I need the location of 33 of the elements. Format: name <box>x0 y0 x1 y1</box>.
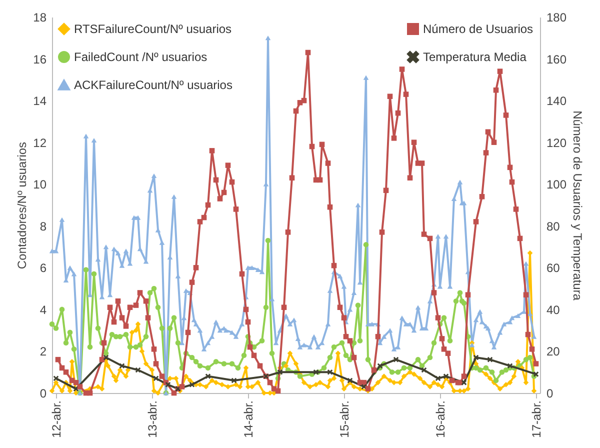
y-tick-label: 14 <box>33 94 47 108</box>
y-tick-label: 2 <box>40 344 47 359</box>
y2-tick-label: 100 <box>546 178 567 192</box>
x-tick-label: 14-abr. <box>242 400 256 438</box>
y2-tick-label: 160 <box>546 52 567 66</box>
y2-tick-label: 60 <box>546 261 560 276</box>
y2-axis-title: Número de Usuarios y Temperatura <box>570 110 585 301</box>
y-tick-label: 0 <box>40 386 47 400</box>
y2-tick-label: 80 <box>546 219 560 234</box>
y-tick-label: 4 <box>40 302 47 317</box>
y-axis-title: Contadores/Nº usuarios <box>15 142 30 270</box>
y2-tick-label: 120 <box>546 136 567 150</box>
x-tick-label: 12-abr. <box>50 400 64 438</box>
legend-label: Número de Usuarios <box>423 22 534 36</box>
x-tick-label: 16-abr. <box>434 400 448 438</box>
x-tick-label: 15-abr. <box>338 400 352 438</box>
x-tick-label: 17-abr. <box>530 400 544 438</box>
y-tick-label: 18 <box>33 10 47 24</box>
y2-tick-label: 180 <box>546 10 567 24</box>
y2-tick-label: 40 <box>546 302 560 317</box>
y2-tick-label: 140 <box>546 94 567 108</box>
x-tick-label: 13-abr. <box>146 400 160 438</box>
y-tick-label: 12 <box>33 136 47 150</box>
y2-tick-label: 20 <box>546 344 560 359</box>
legend-label: ACKFailureCount/Nº usuarios <box>74 78 232 92</box>
y-tick-label: 16 <box>33 52 47 66</box>
legend-label: Temperatura Media <box>423 50 527 64</box>
y-tick-label: 8 <box>40 219 47 234</box>
y2-tick-label: 0 <box>546 386 554 400</box>
y-tick-label: 6 <box>40 261 47 276</box>
y-tick-label: 10 <box>33 178 47 192</box>
legend-label: RTSFailureCount/Nº usuarios <box>74 22 232 36</box>
legend-label: FailedCount /Nº usuarios <box>74 50 208 64</box>
